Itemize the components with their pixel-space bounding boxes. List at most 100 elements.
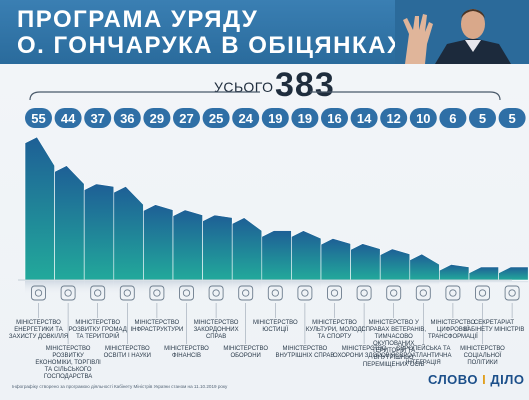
value-pill-bg (25, 108, 52, 128)
area-reflection (498, 281, 529, 284)
ministry-label: Міністерство у справах ветеранів, тимчас… (361, 320, 427, 368)
area-reflection (232, 281, 262, 293)
theater-masks-icon (327, 285, 342, 301)
people-icon (475, 285, 490, 301)
value-pill: 12 (380, 108, 408, 128)
veteran-icon (386, 285, 402, 301)
ukraine-map-icon (90, 285, 106, 301)
ministry-label: Міністерство освіти і науки (103, 346, 151, 359)
value-label: 10 (416, 111, 430, 126)
value-label: 19 (268, 111, 282, 126)
value-pill-bg (173, 108, 200, 128)
value-pill-bg (380, 108, 408, 128)
value-pill: 6 (439, 108, 467, 128)
area-segment (291, 230, 322, 281)
area-segment (379, 248, 411, 281)
ministry-label: Міністерство соціальної політики (460, 346, 505, 366)
shopping-cart-icon (60, 285, 76, 301)
value-pill-bg (232, 108, 260, 128)
value-label: 12 (386, 111, 400, 126)
ministry-label: Міністерство інфраструктури (130, 320, 184, 333)
value-label: 37 (90, 111, 104, 126)
computer-icon (445, 285, 461, 301)
ministry-label: Міністерство юстиції (252, 320, 298, 333)
value-label: 16 (327, 111, 341, 126)
area-segment (320, 238, 351, 281)
ministry-label: Міністерство енергетики та захисту довкі… (8, 320, 69, 340)
area-reflection (350, 281, 381, 288)
ministry-label: Міністерство культури, молоді та спорту (305, 320, 364, 340)
area-reflection (202, 281, 233, 293)
value-pill: 36 (113, 108, 141, 128)
area-reflection (113, 281, 144, 295)
value-label: 5 (508, 111, 515, 126)
train-icon (149, 285, 165, 301)
value-label: 5 (479, 111, 486, 126)
area-segment (172, 209, 203, 281)
area-segment (261, 230, 292, 281)
value-pill: 10 (409, 108, 437, 128)
value-pill: 5 (469, 108, 496, 128)
area-segment (409, 253, 440, 281)
value-pill-bg (84, 108, 112, 128)
logo-part2: ДІЛО (490, 372, 525, 387)
value-label: 25 (209, 111, 223, 126)
ministry-label: Міністерство цифрової трансформації (427, 320, 478, 340)
value-label: 19 (298, 111, 312, 126)
area-reflection (321, 281, 351, 289)
health-heart-icon (356, 285, 372, 301)
logo-part1: СЛОВО (428, 372, 478, 387)
area-reflection (439, 281, 469, 284)
area-segment (143, 204, 174, 281)
value-pill: 55 (25, 108, 52, 128)
header-banner: ПРОГРАМА УРЯДУ О. ГОНЧАРУКА В ОБІЦЯНКАХ (0, 0, 529, 64)
title-line-1: ПРОГРАМА УРЯДУ (17, 6, 259, 33)
value-pill-bg (291, 108, 319, 128)
area-reflection (291, 281, 321, 290)
ministry-label: Міністерство розвитку громад та територі… (68, 320, 127, 340)
globe-icon (208, 285, 224, 301)
value-pill-bg (202, 108, 230, 128)
area-segment (439, 264, 470, 281)
area-segment (202, 214, 233, 281)
total-label: УСЬОГО (214, 79, 274, 95)
total-value: 383 (275, 66, 335, 104)
person-photo (395, 0, 529, 64)
value-pill: 29 (143, 108, 171, 128)
area-reflection (261, 281, 292, 290)
ministry-label: Міністерство фінансів (164, 346, 209, 359)
value-pill-bg (439, 108, 467, 128)
ministry-label: Міністерство розвитку економіки, торгівл… (35, 346, 101, 380)
area-segment (113, 186, 144, 281)
area-segment (468, 266, 499, 281)
area-segment (498, 266, 529, 281)
value-pill-bg (469, 108, 496, 128)
value-pill: 24 (232, 108, 260, 128)
total-bracket (29, 91, 501, 101)
area-reflection (84, 281, 114, 295)
value-pill-bg (498, 108, 526, 128)
police-badge-icon (297, 285, 313, 301)
area-reflection (409, 281, 440, 286)
value-label: 36 (120, 111, 134, 126)
ministry-label: Міністерство охорони здоров'я (333, 346, 396, 359)
value-label: 6 (449, 111, 456, 126)
area-segment (83, 183, 115, 281)
value-pill-bg (350, 108, 378, 128)
value-pill: 27 (173, 108, 200, 128)
value-pill-bg (321, 108, 348, 128)
value-pill: 44 (54, 108, 82, 128)
ministry-label: Європейська та євроатлантична інтеграція (395, 346, 452, 366)
scales-icon (267, 285, 283, 301)
ministry-label: Міністерство закордонних справ (193, 320, 239, 340)
ministry-label: Міністерство оборони (223, 346, 269, 359)
value-pill: 19 (261, 108, 289, 128)
value-label: 55 (31, 111, 45, 126)
area-segment (54, 165, 85, 281)
value-label: 24 (238, 111, 253, 126)
value-pill-bg (409, 108, 437, 128)
banknotes-icon (179, 285, 194, 301)
value-label: 29 (150, 111, 164, 126)
power-tower-icon (31, 285, 46, 301)
